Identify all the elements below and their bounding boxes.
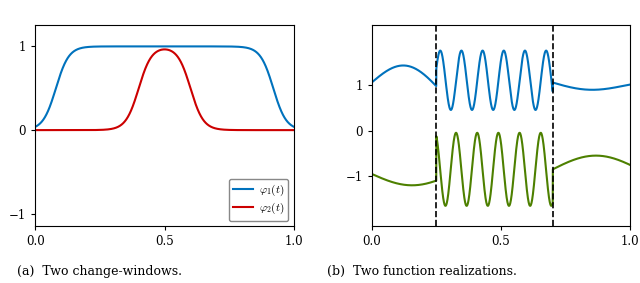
Text: (a)  Two change-windows.: (a) Two change-windows.	[17, 265, 182, 278]
Text: (b)  Two function realizations.: (b) Two function realizations.	[328, 265, 517, 278]
Legend: $\varphi_1(t)$, $\varphi_2(t)$: $\varphi_1(t)$, $\varphi_2(t)$	[228, 179, 289, 221]
